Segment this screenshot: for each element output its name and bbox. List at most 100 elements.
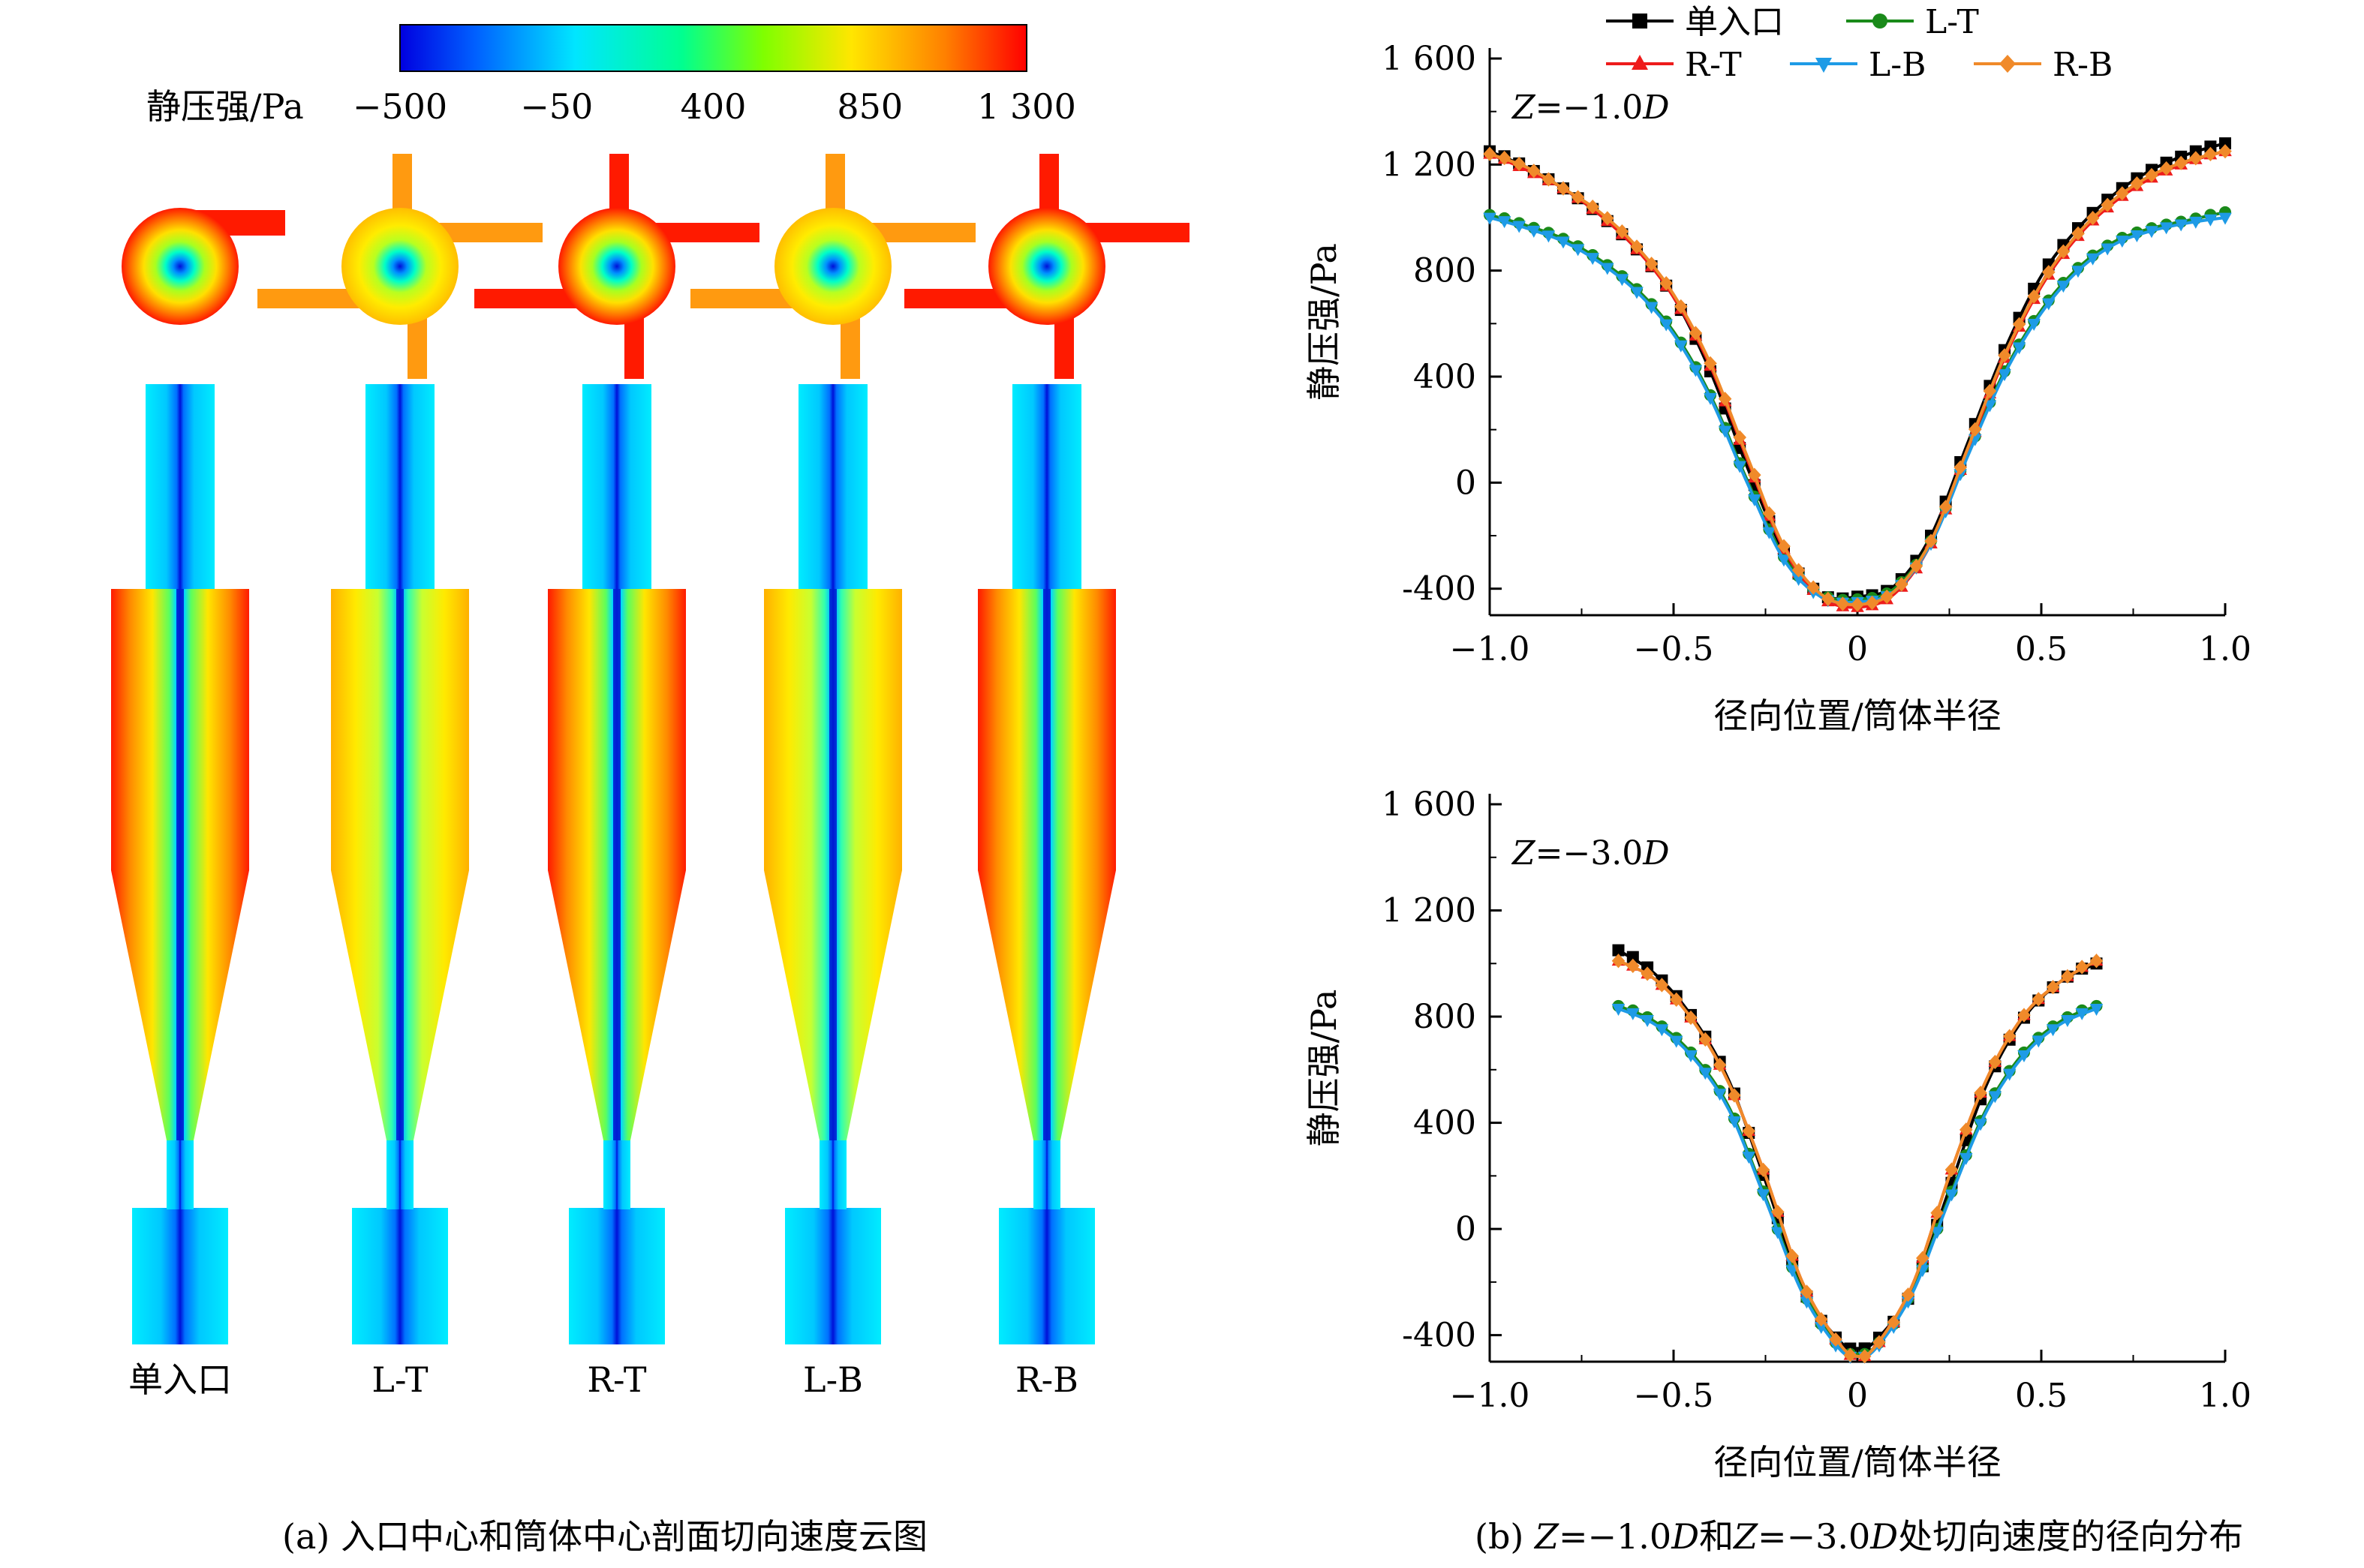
data-point [1626, 958, 1640, 973]
data-point [1843, 1347, 1857, 1362]
data-point [1829, 1332, 1842, 1347]
chart-0: -400 0 400 800 1 200 1 600 −1.0 −0.5 0 0.5 1.0 径向位置… [1304, 3, 2251, 736]
caption-b: (b) Z=−1.0D和Z=−3.0D处切向速度的径向分布 [1475, 1509, 2243, 1559]
data-point [1909, 558, 1923, 573]
data-point [1512, 156, 1526, 171]
data-point [1733, 430, 1746, 445]
data-point [1959, 1122, 1973, 1137]
data-point [1586, 200, 1599, 215]
x-tick-label: 0.5 [2015, 630, 2068, 668]
colorbar-tick-label: 850 [837, 86, 903, 127]
series-line [1489, 149, 2226, 609]
data-point [1704, 356, 1717, 371]
data-point [2203, 214, 2218, 227]
data-point [1644, 302, 1659, 314]
data-point [2116, 186, 2129, 201]
y-tick-label: 1 600 [1382, 786, 1476, 824]
config-label: L-B [803, 1359, 863, 1400]
y-tick-label: 400 [1413, 358, 1476, 396]
caption-b-z1: Z [1534, 1516, 1559, 1557]
caption-b-d2: D [1870, 1516, 1899, 1557]
data-point [1674, 299, 1688, 314]
contour-3: L-B [690, 154, 976, 1400]
data-point [2189, 151, 2203, 166]
data-point [1689, 326, 1703, 341]
colorbar [399, 24, 1027, 72]
annotation-value: =−1.0 [1535, 89, 1644, 127]
data-point [1571, 244, 1585, 257]
data-point [2174, 219, 2188, 232]
dust-hopper [999, 1208, 1095, 1344]
colorbar-ticks: −500 −50 400 850 1 300 [353, 86, 1076, 127]
chart-1: -400 0 400 800 1 200 1 600 −1.0 −0.5 0 0.5 1.0 径向位置… [1304, 786, 2251, 1482]
data-point [1762, 506, 1776, 521]
data-point [2089, 1004, 2104, 1017]
data-point [1527, 164, 1541, 179]
data-point [1785, 1248, 1799, 1263]
cone-outlet [820, 1140, 847, 1209]
data-point [1771, 1227, 1785, 1239]
data-point [1601, 211, 1614, 226]
data-point [1771, 1204, 1785, 1220]
cross-section [774, 208, 892, 325]
data-point [1556, 236, 1570, 249]
data-point [1895, 577, 1908, 592]
data-point [1930, 1206, 1944, 1221]
data-point [2046, 980, 2060, 995]
x-tick-label: 1.0 [2199, 1377, 2251, 1415]
y-tick-label: 800 [1413, 998, 1476, 1036]
caption-b-and: 和 [1699, 1516, 1734, 1557]
data-point [2204, 140, 2217, 153]
data-point [1983, 383, 1997, 398]
vortex-core [829, 589, 837, 1140]
data-point [1756, 1162, 1770, 1177]
legend: 单入口 L-T R-T L-B R-B [1606, 3, 2113, 84]
cone-outlet [386, 1140, 414, 1209]
data-point [1483, 212, 1496, 225]
data-point [1865, 595, 1879, 611]
series-3 [1483, 212, 2232, 610]
data-point [1988, 1091, 2002, 1104]
data-point [1674, 340, 1688, 353]
data-point [2159, 222, 2173, 235]
y-tick-label: 1 200 [1382, 146, 1476, 184]
x-tick-label: −0.5 [1634, 1377, 1714, 1415]
data-point [1887, 1314, 1901, 1330]
data-point [1615, 274, 1629, 287]
x-tick-label: −1.0 [1450, 630, 1530, 668]
data-point [1689, 365, 1703, 377]
data-point [2130, 230, 2144, 242]
data-point [2174, 155, 2188, 170]
data-point [1728, 1116, 1741, 1128]
config-label: R-T [587, 1359, 647, 1400]
dust-hopper [352, 1208, 448, 1344]
vortex-finder [582, 384, 651, 593]
legend-label: R-T [1685, 46, 1742, 84]
vortex-core [613, 589, 621, 1140]
data-point [2042, 265, 2056, 280]
vortex-core [1043, 589, 1051, 1140]
data-point [2027, 289, 2041, 304]
dust-hopper [132, 1208, 228, 1344]
data-point [1626, 951, 1639, 963]
data-point [1483, 146, 1496, 161]
data-point [1930, 1227, 1944, 1239]
contour-4: R-B [904, 154, 1190, 1400]
data-point [1998, 369, 2011, 382]
data-point [1612, 944, 1625, 957]
data-point [1626, 1008, 1640, 1020]
data-point [2075, 1008, 2089, 1020]
data-point [1718, 392, 1732, 407]
data-point [1659, 319, 1673, 332]
cone-outlet [167, 1140, 194, 1209]
vortex-finder [146, 384, 215, 593]
data-point [2089, 954, 2104, 969]
data-point [1924, 533, 1938, 548]
data-point [1748, 467, 1761, 482]
data-point [2071, 226, 2085, 241]
data-point [1968, 422, 1982, 437]
data-point [1800, 1284, 1814, 1299]
data-point [1615, 224, 1629, 239]
caption-b-mid1: =−1.0 [1558, 1516, 1672, 1557]
